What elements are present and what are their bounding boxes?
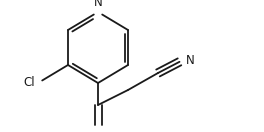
Text: N: N	[186, 53, 195, 67]
Text: N: N	[94, 0, 102, 9]
Text: O: O	[93, 131, 103, 132]
Text: Cl: Cl	[23, 77, 35, 89]
